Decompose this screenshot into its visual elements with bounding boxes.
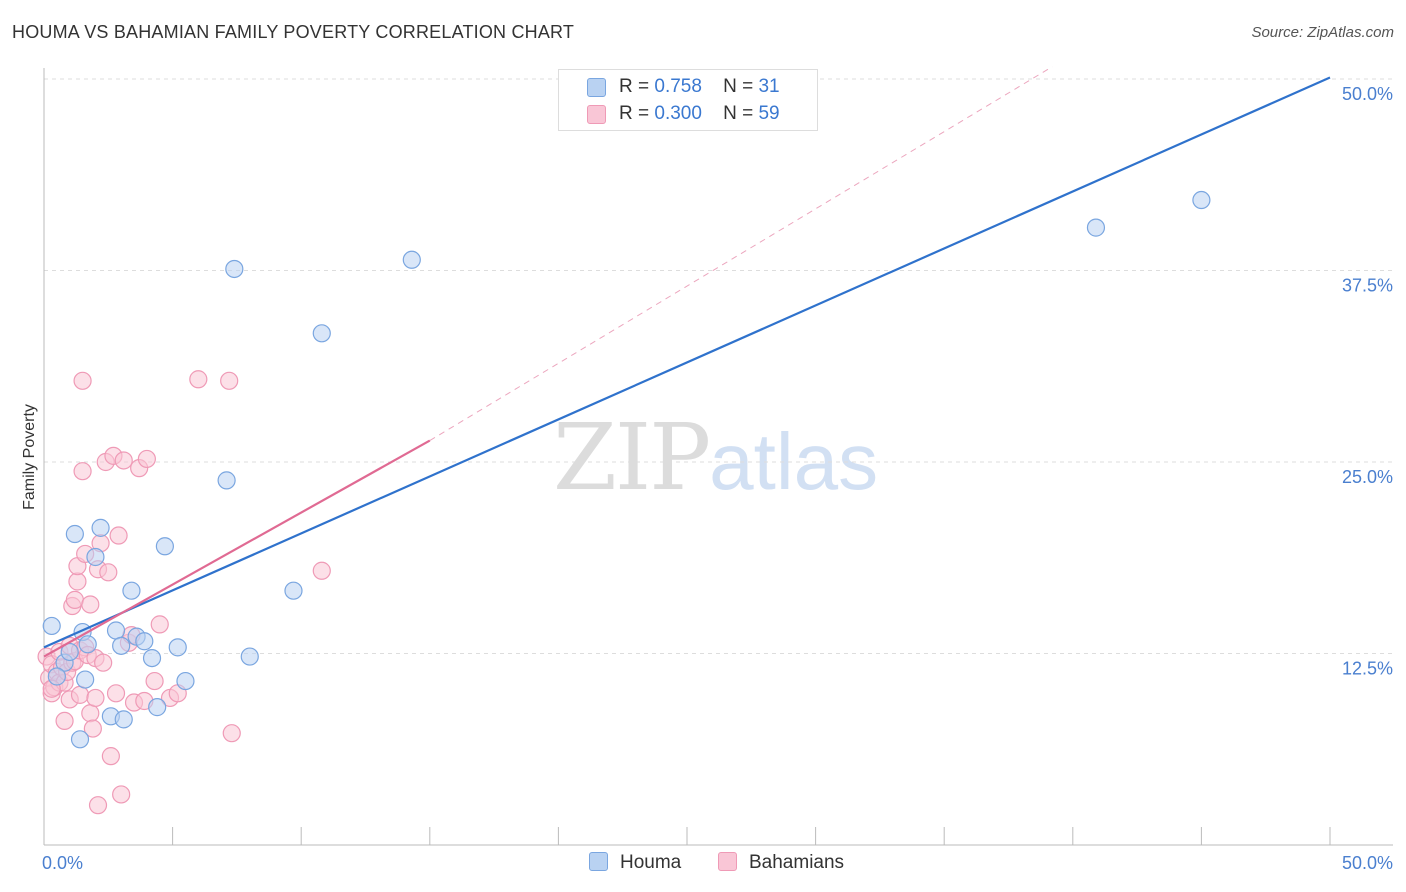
legend-houma-r: 0.758 xyxy=(654,76,702,97)
houma-point-17 xyxy=(148,698,167,717)
bahamians-point-42 xyxy=(112,785,131,804)
houma-point-20 xyxy=(176,671,195,691)
y-tick-label-3: 50.0% xyxy=(1342,84,1393,104)
watermark: ZIPatlas xyxy=(553,404,878,511)
stats-legend: R = 0.758 N = 31 R = 0.300 N = 59 xyxy=(558,69,818,131)
bahamians-point-28 xyxy=(81,704,100,723)
houma-legend-swatch xyxy=(589,852,608,871)
source-label: Source: ZipAtlas.com xyxy=(1251,24,1394,41)
houma-point-29 xyxy=(47,667,66,686)
houma-point-7 xyxy=(86,547,105,567)
y-axis-label: Family Poverty xyxy=(21,404,38,510)
y-tick-labels: 12.5% 25.0% 37.5% 50.0% xyxy=(1342,84,1393,679)
bahamians-point-41 xyxy=(109,526,128,545)
houma-point-21 xyxy=(217,471,236,490)
bahamians-point-22 xyxy=(73,462,92,481)
legend-n-label-bahamians: N = xyxy=(723,103,754,124)
legend-bahamians-n: 59 xyxy=(758,103,780,124)
houma-point-13 xyxy=(122,581,141,600)
houma-point-11 xyxy=(112,636,131,655)
houma-point-18 xyxy=(155,537,174,556)
y-tick-label-1: 25.0% xyxy=(1342,467,1393,487)
bahamians-point-57 xyxy=(312,561,331,580)
bahamians-point-27 xyxy=(81,595,100,614)
bahamians-point-31 xyxy=(86,688,105,708)
legend-n-label-houma: N = xyxy=(723,76,754,97)
chart-title: HOUMA VS BAHAMIAN FAMILY POVERTY CORRELA… xyxy=(12,22,575,42)
houma-point-10 xyxy=(106,621,126,640)
watermark-zip: ZIP xyxy=(553,404,711,511)
houma-point-3 xyxy=(65,524,84,544)
houma-point-25 xyxy=(312,324,331,343)
bahamians-point-20 xyxy=(70,685,90,704)
series-bahamians xyxy=(37,370,331,815)
houma-legend-label: Houma xyxy=(620,852,682,873)
houma-point-30 xyxy=(76,670,95,689)
bahamians-point-35 xyxy=(94,653,113,672)
bahamians-point-9 xyxy=(55,711,74,731)
bahamians-point-50 xyxy=(145,671,164,691)
houma-point-27 xyxy=(1086,218,1106,237)
legend-r-label-bahamians: R = xyxy=(619,103,650,124)
houma-point-26 xyxy=(402,250,421,269)
bahamians-legend-swatch xyxy=(718,852,737,871)
houma-point-8 xyxy=(91,518,110,537)
houma-point-12 xyxy=(114,710,133,729)
bahamians-point-32 xyxy=(88,796,108,815)
trend-lines xyxy=(43,66,1331,658)
houma-point-0 xyxy=(42,616,61,636)
x-ticks xyxy=(43,827,1331,845)
houma-point-23 xyxy=(240,647,259,666)
bottom-legend-houma: Houma xyxy=(589,852,681,874)
axes xyxy=(43,68,1393,846)
legend-bahamians-r: 0.300 xyxy=(654,103,702,124)
houma-point-6 xyxy=(78,635,97,654)
watermark-atlas: atlas xyxy=(709,417,879,506)
y-tick-label-0: 12.5% xyxy=(1342,659,1393,679)
bahamians-point-38 xyxy=(101,747,120,766)
houma-point-24 xyxy=(284,581,303,600)
legend-houma-n: 31 xyxy=(758,76,780,97)
bahamians-point-23 xyxy=(73,371,92,390)
bahamians-point-51 xyxy=(150,615,169,634)
bahamians-swatch xyxy=(587,105,606,124)
houma-point-28 xyxy=(1192,190,1211,210)
bahamians-point-29 xyxy=(83,719,102,738)
x-tick-label-max: 50.0% xyxy=(1342,853,1393,873)
legend-r-label-houma: R = xyxy=(619,76,650,97)
bahamians-point-56 xyxy=(222,724,241,743)
bahamians-point-37 xyxy=(99,563,118,582)
houma-point-19 xyxy=(168,638,187,657)
houma-point-15 xyxy=(135,632,154,651)
series-houma xyxy=(42,190,1211,749)
bahamians-point-16 xyxy=(65,590,84,609)
bahamians-point-55 xyxy=(220,371,239,390)
x-tick-label-min: 0.0% xyxy=(42,853,83,873)
bahamians-point-54 xyxy=(189,370,208,389)
houma-point-16 xyxy=(142,648,162,668)
bahamians-point-43 xyxy=(114,451,133,470)
houma-point-2 xyxy=(60,642,79,662)
bahamians-trend-extension xyxy=(429,66,1053,441)
houma-point-4 xyxy=(70,730,90,749)
bahamians-point-40 xyxy=(106,684,126,703)
y-tick-label-2: 37.5% xyxy=(1342,276,1393,296)
bahamians-point-18 xyxy=(68,572,87,591)
bottom-legend-bahamians: Bahamians xyxy=(718,852,844,874)
bahamians-trend-line xyxy=(43,439,431,658)
houma-point-22 xyxy=(225,259,244,279)
grid-lines xyxy=(44,78,1393,654)
houma-trend-line xyxy=(43,76,1331,649)
bahamians-point-49 xyxy=(137,449,156,469)
bahamians-legend-label: Bahamians xyxy=(749,852,845,873)
houma-swatch xyxy=(587,78,606,97)
